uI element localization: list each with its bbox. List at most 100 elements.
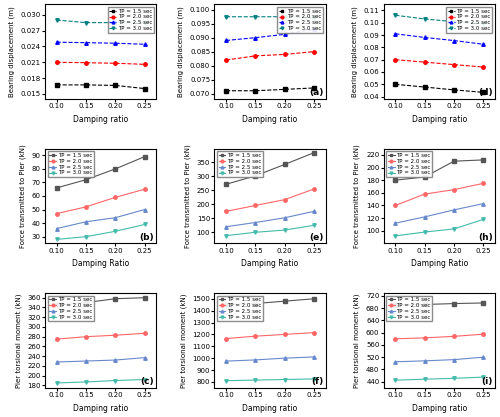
TP = 3.0 sec [223, 378, 229, 383]
TP = 1.5 sec [480, 301, 486, 306]
TP = 1.5 sec [83, 83, 89, 88]
TP = 2.5 sec [112, 41, 118, 46]
TP = 2.5 sec [480, 355, 486, 360]
Y-axis label: Bearing displacement (m): Bearing displacement (m) [352, 6, 358, 97]
Line: TP = 3.0 sec: TP = 3.0 sec [224, 15, 316, 20]
Line: TP = 2.5 sec: TP = 2.5 sec [55, 356, 146, 364]
TP = 2.0 sec [142, 187, 148, 192]
TP = 1.5 sec [83, 300, 89, 305]
Line: TP = 2.5 sec: TP = 2.5 sec [55, 40, 146, 46]
TP = 1.5 sec [451, 301, 457, 306]
TP = 3.0 sec [422, 377, 428, 382]
Line: TP = 1.5 sec: TP = 1.5 sec [224, 297, 316, 306]
TP = 3.0 sec [480, 21, 486, 26]
Line: TP = 1.5 sec: TP = 1.5 sec [55, 296, 146, 307]
Line: TP = 1.5 sec: TP = 1.5 sec [394, 301, 485, 307]
Y-axis label: Pier torsional moment (kN): Pier torsional moment (kN) [354, 293, 360, 387]
TP = 2.5 sec [422, 214, 428, 219]
TP = 2.5 sec [282, 356, 288, 361]
TP = 3.0 sec [480, 217, 486, 222]
TP = 2.5 sec [223, 38, 229, 43]
TP = 3.0 sec [282, 228, 288, 233]
Legend: TP = 1.5 sec, TP = 2.0 sec, TP = 2.5 sec, TP = 3.0 sec: TP = 1.5 sec, TP = 2.0 sec, TP = 2.5 sec… [386, 151, 432, 177]
Line: TP = 2.5 sec: TP = 2.5 sec [394, 32, 485, 46]
Y-axis label: Force transmitted to Pier (kN): Force transmitted to Pier (kN) [184, 144, 191, 248]
X-axis label: Damping ratio: Damping ratio [242, 404, 298, 412]
Line: TP = 2.0 sec: TP = 2.0 sec [224, 50, 316, 62]
TP = 3.0 sec [282, 14, 288, 19]
TP = 1.5 sec [480, 157, 486, 162]
TP = 3.0 sec [451, 226, 457, 231]
TP = 2.0 sec [142, 331, 148, 336]
TP = 3.0 sec [422, 16, 428, 21]
TP = 3.0 sec [252, 377, 258, 382]
TP = 1.5 sec [422, 302, 428, 307]
X-axis label: Damping ratio: Damping ratio [73, 404, 128, 412]
Legend: TP = 1.5 sec, TP = 2.0 sec, TP = 2.5 sec, TP = 3.0 sec: TP = 1.5 sec, TP = 2.0 sec, TP = 2.5 sec… [108, 7, 154, 33]
Line: TP = 2.0 sec: TP = 2.0 sec [394, 332, 485, 341]
TP = 1.5 sec [112, 166, 118, 171]
TP = 3.0 sec [282, 377, 288, 382]
TP = 2.5 sec [480, 42, 486, 47]
TP = 1.5 sec [422, 174, 428, 179]
TP = 2.0 sec [392, 203, 398, 208]
TP = 2.0 sec [422, 60, 428, 65]
Line: TP = 3.0 sec: TP = 3.0 sec [394, 375, 485, 382]
TP = 3.0 sec [83, 379, 89, 384]
TP = 2.0 sec [451, 334, 457, 339]
TP = 2.0 sec [311, 186, 317, 191]
TP = 2.0 sec [311, 330, 317, 335]
Text: (h): (h) [478, 233, 493, 241]
TP = 3.0 sec [83, 20, 89, 25]
TP = 2.0 sec [252, 334, 258, 339]
TP = 2.5 sec [142, 355, 148, 360]
Text: (b): (b) [140, 233, 154, 241]
Line: TP = 3.0 sec: TP = 3.0 sec [394, 13, 485, 25]
TP = 2.0 sec [392, 57, 398, 62]
TP = 2.5 sec [54, 359, 60, 364]
TP = 3.0 sec [311, 223, 317, 228]
TP = 1.5 sec [223, 182, 229, 187]
Line: TP = 2.5 sec: TP = 2.5 sec [224, 28, 316, 42]
TP = 3.0 sec [451, 19, 457, 24]
Line: TP = 1.5 sec: TP = 1.5 sec [224, 86, 316, 93]
TP = 1.5 sec [451, 159, 457, 164]
Line: TP = 3.0 sec: TP = 3.0 sec [55, 378, 146, 384]
TP = 2.0 sec [282, 52, 288, 57]
Line: TP = 2.0 sec: TP = 2.0 sec [55, 332, 146, 341]
TP = 2.5 sec [451, 357, 457, 362]
Line: TP = 3.0 sec: TP = 3.0 sec [224, 224, 316, 237]
TP = 3.0 sec [451, 376, 457, 381]
Y-axis label: Pier torsional moment (kN): Pier torsional moment (kN) [180, 293, 186, 387]
TP = 2.5 sec [282, 215, 288, 220]
TP = 3.0 sec [112, 20, 118, 25]
TP = 2.0 sec [83, 334, 89, 339]
TP = 2.5 sec [392, 359, 398, 364]
Line: TP = 1.5 sec: TP = 1.5 sec [55, 83, 146, 90]
Line: TP = 2.0 sec: TP = 2.0 sec [55, 188, 146, 215]
TP = 2.0 sec [83, 204, 89, 209]
TP = 3.0 sec [422, 230, 428, 235]
TP = 3.0 sec [142, 20, 148, 25]
TP = 2.0 sec [480, 181, 486, 186]
Line: TP = 3.0 sec: TP = 3.0 sec [55, 18, 146, 24]
Text: (a): (a) [309, 88, 324, 97]
TP = 2.0 sec [252, 203, 258, 208]
TP = 1.5 sec [54, 185, 60, 190]
TP = 3.0 sec [392, 234, 398, 239]
TP = 2.5 sec [451, 38, 457, 43]
TP = 2.5 sec [112, 215, 118, 220]
TP = 2.0 sec [112, 195, 118, 200]
TP = 2.0 sec [223, 209, 229, 214]
TP = 1.5 sec [223, 302, 229, 307]
Text: (i): (i) [482, 377, 493, 386]
TP = 1.5 sec [451, 88, 457, 93]
Line: TP = 2.0 sec: TP = 2.0 sec [394, 58, 485, 69]
TP = 2.5 sec [142, 42, 148, 47]
Line: TP = 2.0 sec: TP = 2.0 sec [55, 60, 146, 66]
TP = 2.5 sec [54, 226, 60, 231]
Y-axis label: Force transmitted to Pier (kN): Force transmitted to Pier (kN) [354, 144, 360, 248]
TP = 1.5 sec [112, 296, 118, 301]
Y-axis label: Force transmitted to Pier (kN): Force transmitted to Pier (kN) [20, 144, 26, 248]
X-axis label: Damping Ratio: Damping Ratio [242, 259, 298, 268]
